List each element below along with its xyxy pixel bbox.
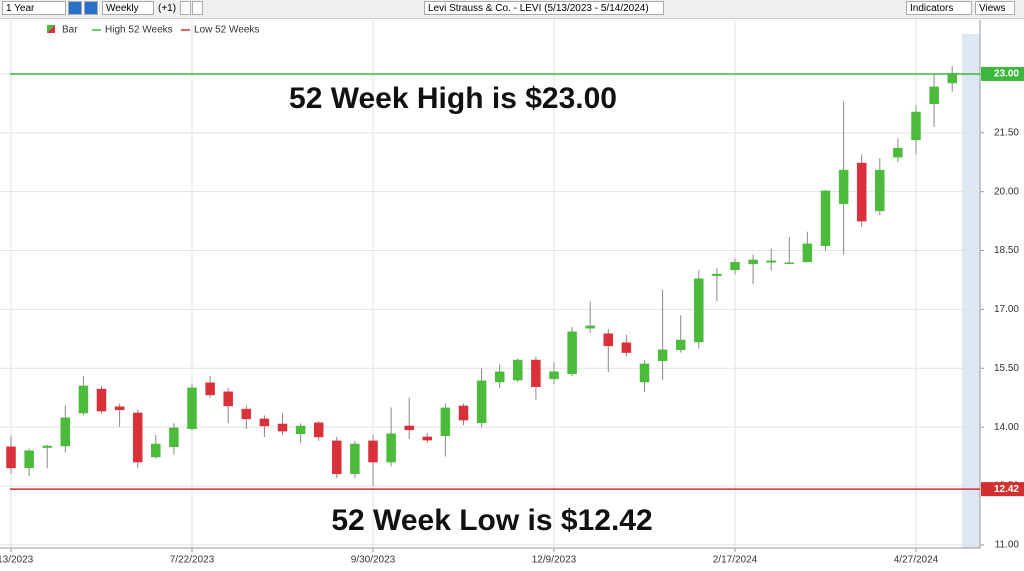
- annotation: 52 Week Low is $12.42: [331, 504, 652, 537]
- candle-body: [929, 86, 939, 105]
- x-tick-label: 2/17/2024: [713, 555, 758, 566]
- legend-label: Low 52 Weeks: [194, 25, 259, 36]
- candle-body: [784, 262, 795, 264]
- candle-body: [748, 259, 758, 265]
- candle-body: [893, 147, 903, 158]
- legend-label: Bar: [62, 25, 78, 36]
- candle-body: [151, 443, 161, 458]
- offset: (+1): [158, 3, 177, 14]
- candle-body: [132, 412, 143, 463]
- price-tag-label: 12.42: [994, 484, 1019, 495]
- candle-body: [42, 445, 52, 448]
- price-tag: [981, 482, 1024, 497]
- symbol-input[interactable]: Levi Strauss & Co. - LEVI (5/13/2023 - 5…: [424, 1, 664, 15]
- candle-body: [404, 425, 414, 431]
- candle-body: [313, 422, 324, 438]
- current-week-shade: [962, 34, 980, 548]
- candle-body: [766, 260, 776, 263]
- candle-body: [187, 387, 197, 429]
- candle-body: [712, 273, 722, 276]
- y-tick-label: 20.00: [994, 186, 1019, 197]
- candle-body: [295, 425, 306, 435]
- candle-body: [838, 169, 849, 205]
- candle-body: [494, 371, 505, 383]
- candle-body: [277, 423, 288, 432]
- candle-body: [241, 408, 252, 420]
- candle-body: [96, 388, 107, 412]
- candle-body: [531, 359, 541, 387]
- candle-body: [458, 405, 469, 421]
- zoom-out[interactable]: [84, 1, 98, 15]
- candle-body: [78, 385, 89, 414]
- candle-body: [694, 278, 704, 343]
- annotation: 52 Week High is $23.00: [289, 82, 617, 115]
- y-tick-label: 17.00: [994, 304, 1019, 315]
- candle-body: [332, 440, 342, 475]
- candle-body: [422, 436, 433, 441]
- candle-body: [368, 440, 378, 463]
- candle-body: [350, 443, 360, 475]
- toolbar: 1 Year Weekly (+1) Levi Strauss & Co. - …: [0, 0, 1024, 19]
- candle-body: [585, 325, 595, 329]
- candle-body: [223, 391, 233, 407]
- candle-body: [60, 417, 71, 447]
- views-button[interactable]: Views: [975, 1, 1015, 15]
- candle-body: [820, 190, 831, 247]
- candle-body: [911, 111, 921, 141]
- x-tick-label: 4/27/2024: [894, 555, 939, 566]
- zoom-in[interactable]: [68, 1, 82, 15]
- range-select[interactable]: 1 Year: [2, 1, 66, 15]
- candle-body: [875, 169, 885, 212]
- x-tick-label: 7/22/2023: [170, 555, 215, 566]
- candle-body: [6, 446, 16, 469]
- candle-body: [440, 407, 451, 437]
- candle-body: [639, 363, 650, 383]
- y-tick-label: 11.00: [995, 540, 1020, 551]
- candle-body: [603, 333, 614, 347]
- x-tick-label: 12/9/2023: [532, 555, 577, 566]
- candle-body: [513, 359, 523, 381]
- price-tag-label: 23.00: [994, 69, 1019, 80]
- candle-body: [386, 433, 396, 463]
- candle-body: [205, 382, 215, 396]
- offset-plus[interactable]: [180, 1, 191, 15]
- candle-body: [549, 371, 559, 380]
- offset-minus[interactable]: [192, 1, 203, 15]
- candle-body: [567, 331, 577, 375]
- candle-body: [730, 262, 740, 271]
- x-tick-label: 9/30/2023: [351, 555, 396, 566]
- candle-body: [802, 243, 813, 263]
- price-tag: [981, 66, 1024, 81]
- legend-swatch-down: [47, 25, 55, 33]
- candle-body: [476, 380, 487, 424]
- x-tick-label: 5/13/2023: [0, 555, 34, 566]
- candle-body: [114, 406, 125, 411]
- candle-body: [856, 162, 867, 222]
- candle-body: [675, 339, 686, 351]
- y-tick-label: 18.50: [994, 245, 1019, 256]
- interval-select[interactable]: Weekly: [102, 1, 154, 15]
- indicators-button[interactable]: Indicators: [906, 1, 972, 15]
- legend-label: High 52 Weeks: [105, 25, 173, 36]
- candle-body: [621, 342, 632, 353]
- y-tick-label: 21.50: [994, 127, 1019, 138]
- y-tick-label: 14.00: [994, 422, 1019, 433]
- candle-body: [24, 450, 34, 469]
- y-tick-label: 15.50: [994, 363, 1019, 374]
- candle-body: [169, 427, 179, 448]
- candle-body: [947, 72, 957, 84]
- candle-body: [657, 349, 668, 362]
- candle-body: [259, 418, 270, 427]
